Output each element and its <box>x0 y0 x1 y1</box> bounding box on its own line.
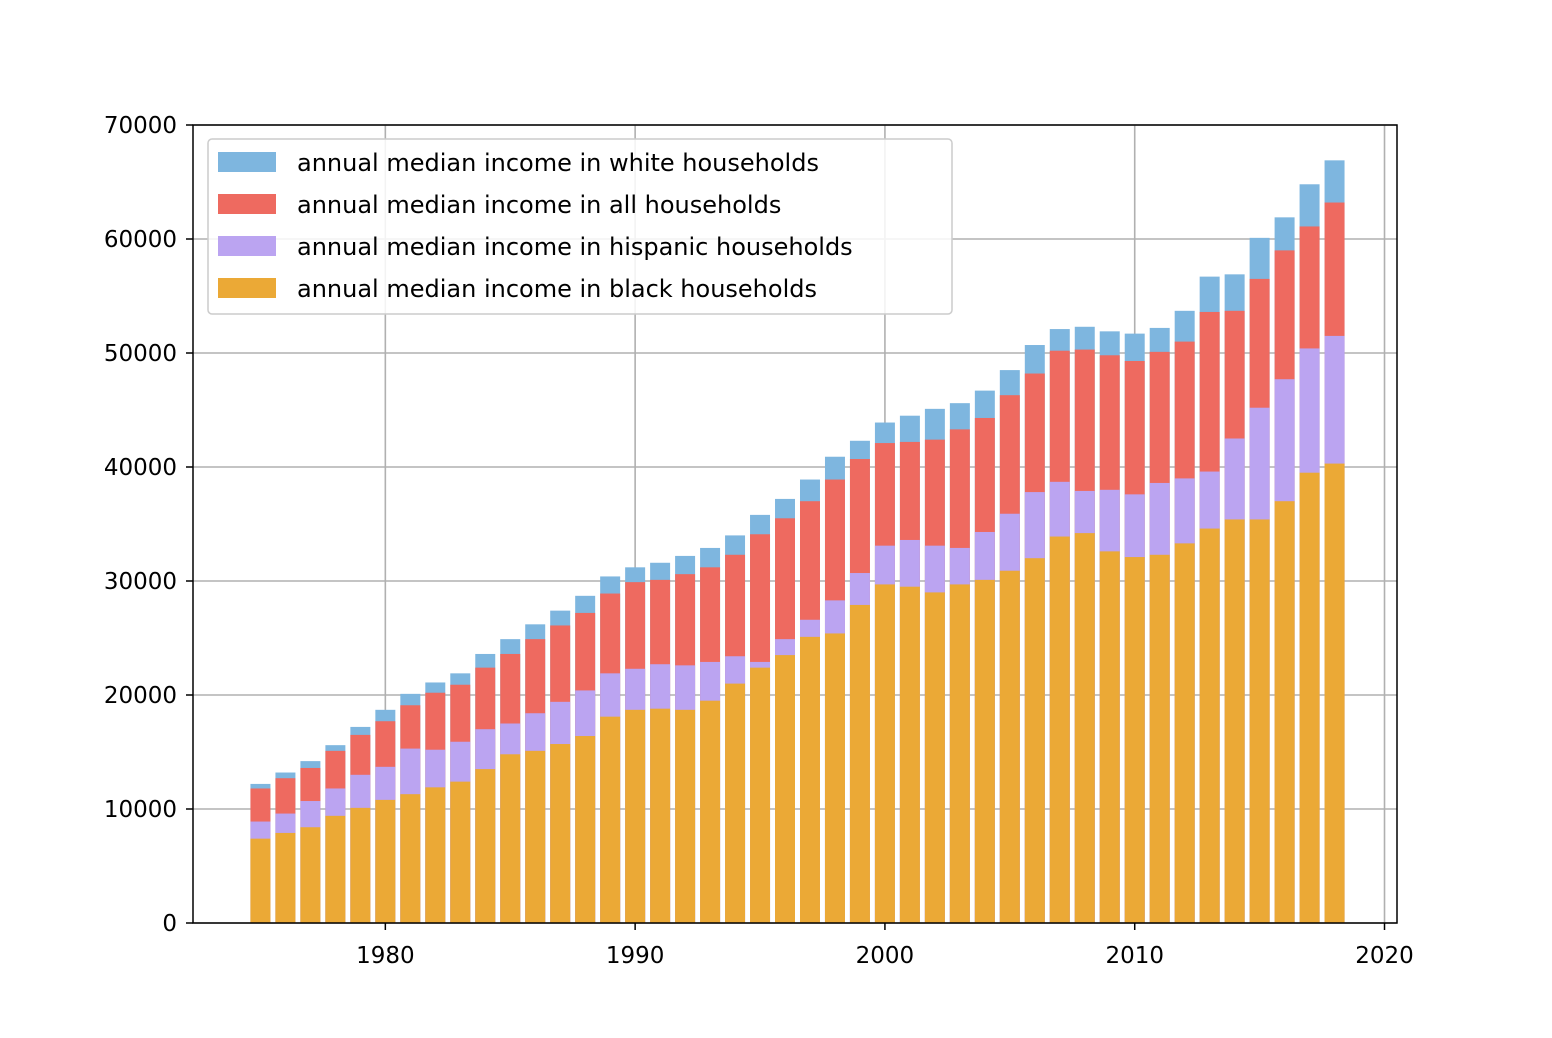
y-tick-label: 30000 <box>104 569 177 595</box>
bar <box>1299 472 1320 923</box>
bar <box>500 754 521 923</box>
bar <box>1324 463 1345 923</box>
bar <box>425 787 446 923</box>
y-axis-ticks: 0 10000 20000 30000 40000 50000 60000 70000 <box>104 113 193 937</box>
bar <box>650 708 671 923</box>
bar <box>1199 528 1220 923</box>
bar <box>450 781 471 923</box>
bar <box>899 586 920 923</box>
series-4 <box>250 463 1345 923</box>
y-tick-label: 20000 <box>104 683 177 709</box>
bar <box>1149 554 1170 923</box>
bar <box>375 799 396 923</box>
x-axis-ticks: 1980 1990 2000 2010 2020 <box>356 923 1414 969</box>
plot-frame <box>192 124 1398 924</box>
bar <box>350 807 371 923</box>
x-tick-label: 2000 <box>856 943 915 969</box>
y-tick-label: 60000 <box>104 227 177 253</box>
bar <box>1174 543 1195 923</box>
bar <box>475 769 496 923</box>
bar <box>874 584 895 923</box>
legend-swatch <box>218 152 276 172</box>
bar <box>725 683 746 923</box>
legend-label: annual median income in white households <box>297 149 819 177</box>
bar <box>1274 501 1295 923</box>
legend-label: annual median income in all households <box>297 191 781 219</box>
bar <box>1124 557 1145 923</box>
legend-swatch <box>218 278 276 298</box>
bar <box>600 716 621 923</box>
legend-swatch <box>218 236 276 256</box>
bar <box>1049 536 1070 923</box>
bar <box>1224 519 1245 923</box>
bar <box>1074 533 1095 923</box>
legend: annual median income in white households… <box>207 138 953 315</box>
y-tick-label: 70000 <box>104 113 177 139</box>
x-tick-label: 2010 <box>1105 943 1164 969</box>
legend-box <box>207 138 953 315</box>
bar <box>675 709 696 923</box>
bar <box>300 827 321 923</box>
x-tick-label: 1980 <box>356 943 415 969</box>
bar <box>575 736 596 923</box>
bars <box>250 160 1345 924</box>
y-tick-label: 40000 <box>104 455 177 481</box>
bar <box>525 750 546 923</box>
bar <box>1099 551 1120 923</box>
bar <box>1024 558 1045 923</box>
bar <box>325 815 346 923</box>
bar <box>625 709 646 923</box>
y-tick-label: 50000 <box>104 341 177 367</box>
bar <box>999 570 1020 923</box>
legend-label: annual median income in hispanic househo… <box>297 233 853 261</box>
x-tick-label: 1990 <box>606 943 665 969</box>
bar <box>949 584 970 923</box>
bar <box>700 700 721 923</box>
bar <box>275 832 296 923</box>
bar <box>849 604 870 923</box>
bar <box>400 794 421 923</box>
bar <box>824 633 845 923</box>
bar <box>775 655 795 923</box>
bar <box>1249 519 1270 923</box>
bar <box>750 667 771 923</box>
bar <box>974 579 995 923</box>
y-tick-label: 0 <box>162 911 177 937</box>
y-tick-label: 10000 <box>104 797 177 823</box>
x-tick-label: 2020 <box>1355 943 1414 969</box>
bar <box>924 592 945 923</box>
bar <box>550 744 571 923</box>
legend-label: annual median income in black households <box>297 275 817 303</box>
bar <box>250 838 271 923</box>
legend-swatch <box>218 194 276 214</box>
bar <box>799 636 820 923</box>
